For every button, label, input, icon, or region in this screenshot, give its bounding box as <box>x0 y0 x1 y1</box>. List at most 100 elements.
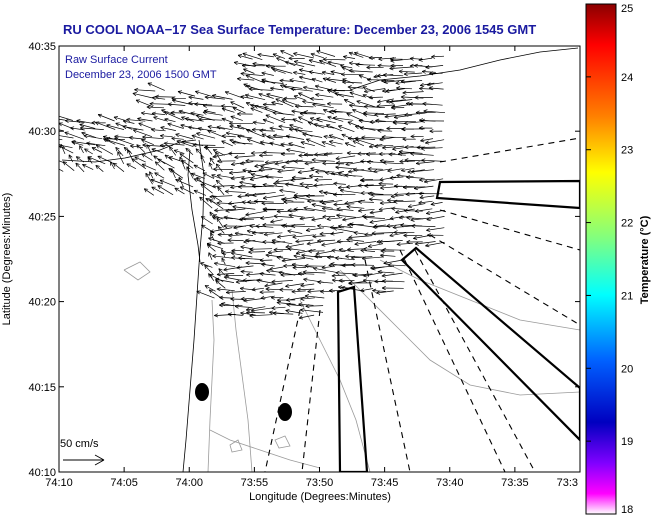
current-vector-head <box>425 243 429 247</box>
current-vector-head <box>386 223 390 227</box>
current-vector <box>354 241 377 245</box>
current-vector-head <box>375 118 380 121</box>
current-vector-head <box>336 208 341 212</box>
current-vector-head <box>265 253 270 256</box>
current-vector-head <box>95 144 99 149</box>
current-vector-head <box>291 110 296 114</box>
current-vector-head <box>321 140 326 143</box>
current-vector-head <box>340 188 345 191</box>
current-vector-head <box>349 103 354 106</box>
current-vector-head <box>346 151 351 154</box>
current-vector-head <box>216 288 221 292</box>
y-tick-label: 40:15 <box>28 382 56 394</box>
current-vector-head <box>353 230 358 233</box>
current-vector-head <box>113 116 118 118</box>
colorbar-tick-label: 22 <box>621 218 633 230</box>
current-vector-head <box>338 247 344 250</box>
current-vector <box>122 126 144 131</box>
current-vector-head <box>262 119 267 123</box>
current-vector-head <box>386 126 391 129</box>
current-vector <box>411 225 436 227</box>
current-vector-head <box>290 177 295 181</box>
current-vector-head <box>283 265 288 268</box>
current-vector <box>368 243 383 248</box>
current-vector-head <box>382 247 387 251</box>
current-vector-head <box>289 79 294 83</box>
current-vector-head <box>81 131 86 133</box>
current-vector <box>226 132 245 137</box>
current-vector-head <box>364 104 369 107</box>
current-vector-head <box>331 273 336 277</box>
current-vector-head <box>420 85 425 87</box>
current-vector <box>335 155 356 160</box>
current-vector <box>281 118 296 121</box>
current-vector-head <box>378 56 383 60</box>
current-vector <box>360 192 374 194</box>
current-vector-head <box>419 88 423 91</box>
current-vector-head <box>266 270 270 273</box>
current-vector-head <box>389 66 394 69</box>
current-vector-head <box>217 186 219 191</box>
current-vector-head <box>281 166 286 170</box>
current-vector-head <box>64 132 68 136</box>
current-vector-head <box>246 129 250 133</box>
current-vector-head <box>318 189 324 192</box>
current-vector-head <box>420 138 424 142</box>
current-vector-head <box>199 196 202 201</box>
current-vector-head <box>216 201 221 204</box>
current-vector-head <box>299 216 304 220</box>
current-vector-head <box>248 251 253 255</box>
current-vector <box>221 249 226 258</box>
current-vector <box>377 65 396 67</box>
current-vector-head <box>372 288 377 291</box>
current-vector-head <box>200 183 205 186</box>
current-vector <box>384 114 406 118</box>
contour-1 <box>207 299 215 472</box>
current-vector-head <box>146 106 151 110</box>
current-vector-head <box>414 95 419 98</box>
x-tick-label: 73:40 <box>436 477 464 489</box>
current-vector-head <box>378 207 383 210</box>
current-vector-head <box>354 52 358 56</box>
current-vector-head <box>418 200 423 204</box>
current-vector <box>197 127 217 133</box>
current-vector-head <box>364 89 368 92</box>
current-vector-head <box>252 121 257 125</box>
current-vector <box>391 208 406 210</box>
current-vector <box>298 303 314 306</box>
current-vector-head <box>351 264 356 267</box>
current-vector <box>95 165 104 172</box>
current-vector-head <box>328 264 333 268</box>
current-vector-head <box>232 206 237 210</box>
current-vector-head <box>264 174 269 177</box>
current-vector <box>382 280 405 283</box>
current-vector <box>264 232 283 236</box>
current-vector-head <box>202 103 207 107</box>
current-vector-head <box>281 258 286 262</box>
current-vector-head <box>274 163 279 166</box>
current-vector <box>329 111 343 113</box>
current-vector-head <box>357 153 362 156</box>
current-vector <box>59 168 64 172</box>
current-vector-head <box>71 141 76 144</box>
current-vector-head <box>321 141 326 145</box>
current-vector-head <box>307 289 312 293</box>
current-vector-head <box>377 130 382 133</box>
current-vector <box>185 147 194 156</box>
current-vector-head <box>396 175 401 178</box>
current-vector <box>123 120 135 124</box>
current-vector-head <box>79 124 83 128</box>
current-vector-head <box>97 114 102 118</box>
current-vector-head <box>175 133 179 138</box>
current-vector-head <box>216 126 221 130</box>
current-vector-head <box>346 152 351 156</box>
current-vector-head <box>382 279 387 282</box>
current-vector-head <box>379 139 384 142</box>
x-axis: 74:10 74:05 74:00 73:55 73:50 73:45 73:40 73:35… <box>45 46 581 489</box>
current-vector <box>208 273 215 282</box>
current-vector <box>377 130 393 132</box>
current-vector-head <box>347 169 352 173</box>
current-vector <box>277 169 295 173</box>
current-vector <box>240 312 256 316</box>
current-vector-head <box>271 307 276 311</box>
